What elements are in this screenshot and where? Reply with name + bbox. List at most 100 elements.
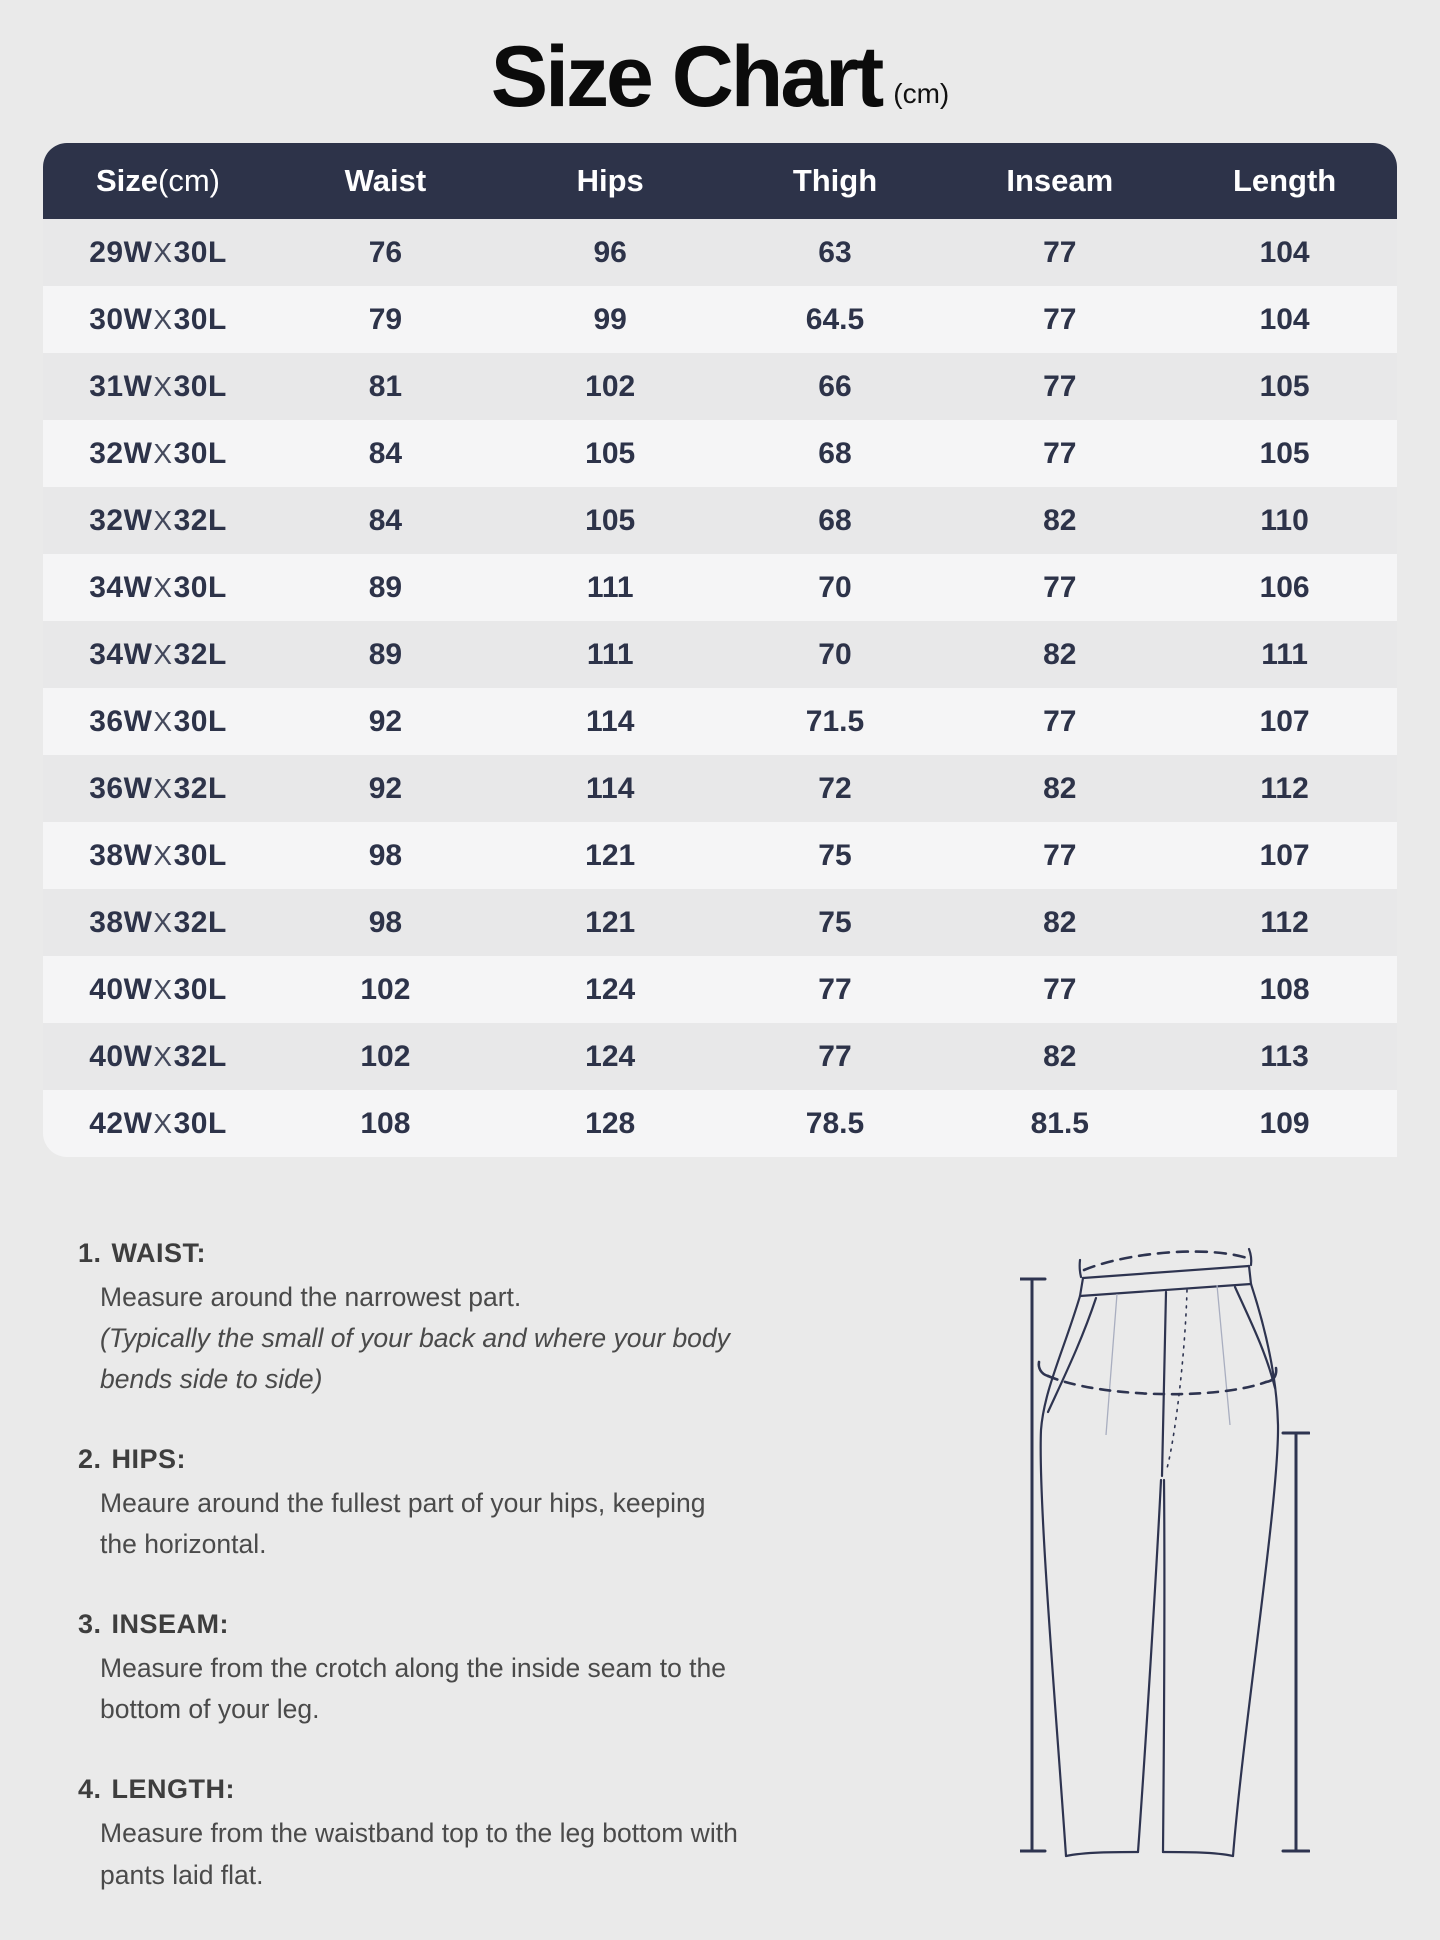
- table-row: 31W X 30L 81 102 66 77 105: [43, 353, 1397, 420]
- header-size: Size(cm): [43, 163, 273, 199]
- table-row: 29W X 30L 76 96 63 77 104: [43, 219, 1397, 286]
- table-row: 38W X 32L 98 121 75 82 112: [43, 889, 1397, 956]
- size-length-part: 32L: [173, 637, 227, 671]
- cell-hips: 114: [497, 755, 723, 822]
- size-length-part: 32L: [173, 905, 227, 939]
- guide-label: LENGTH:: [111, 1774, 236, 1805]
- cell-hips: 111: [497, 621, 723, 688]
- size-waist-part: 36W: [89, 771, 153, 805]
- guide-number: 3.: [78, 1609, 102, 1640]
- cell-waist: 89: [273, 621, 498, 688]
- table-body: 29W X 30L 76 96 63 77 104 30W X 30L 79 99 64…: [43, 219, 1397, 1157]
- guide-number: 2.: [78, 1444, 102, 1475]
- cell-thigh: 77: [722, 956, 948, 1023]
- size-separator: X: [153, 571, 173, 603]
- title-row: Size Chart (cm): [0, 34, 1440, 120]
- guide-block-waist: 1. WAIST: Measure around the narrowest pa…: [78, 1238, 778, 1400]
- cell-waist: 81: [273, 353, 498, 420]
- cell-hips: 99: [497, 286, 723, 353]
- cell-inseam: 82: [947, 755, 1173, 822]
- guide-text: Meaure around the fullest part of your h…: [100, 1488, 706, 1560]
- size-label: 38W X 30L: [43, 822, 273, 889]
- cell-thigh: 75: [722, 822, 948, 889]
- cell-length: 109: [1172, 1090, 1397, 1157]
- cell-hips: 111: [497, 554, 723, 621]
- cell-waist: 98: [273, 822, 498, 889]
- table-row: 40W X 30L 102 124 77 77 108: [43, 956, 1397, 1023]
- size-length-part: 32L: [173, 771, 227, 805]
- size-waist-part: 34W: [89, 637, 153, 671]
- cell-hips: 105: [497, 420, 723, 487]
- size-waist-part: 40W: [89, 1039, 153, 1073]
- table-row: 34W X 30L 89 111 70 77 106: [43, 554, 1397, 621]
- guide-label: HIPS:: [111, 1444, 187, 1475]
- cell-waist: 92: [273, 688, 498, 755]
- cell-waist: 108: [273, 1090, 498, 1157]
- size-label: 36W X 30L: [43, 688, 273, 755]
- size-waist-part: 38W: [89, 838, 153, 872]
- size-label: 38W X 32L: [43, 889, 273, 956]
- cell-hips: 114: [497, 688, 723, 755]
- size-label: 32W X 32L: [43, 487, 273, 554]
- cell-inseam: 77: [947, 956, 1173, 1023]
- guide-label: INSEAM:: [111, 1609, 230, 1640]
- hip-dashed-line: [1037, 1360, 1278, 1396]
- size-waist-part: 40W: [89, 972, 153, 1006]
- cell-length: 107: [1172, 688, 1397, 755]
- cell-thigh: 64.5: [722, 286, 948, 353]
- cell-thigh: 78.5: [722, 1090, 948, 1157]
- cell-inseam: 77: [947, 286, 1173, 353]
- cell-length: 112: [1172, 889, 1397, 956]
- cell-length: 104: [1172, 219, 1397, 286]
- cell-hips: 121: [497, 822, 723, 889]
- size-waist-part: 30W: [89, 302, 153, 336]
- guide-number: 4.: [78, 1774, 102, 1805]
- size-waist-part: 42W: [89, 1106, 153, 1140]
- cell-length: 110: [1172, 487, 1397, 554]
- size-table: Size(cm) Waist Hips Thigh Inseam Length …: [43, 143, 1397, 1157]
- cell-thigh: 63: [722, 219, 948, 286]
- size-length-part: 30L: [173, 972, 227, 1006]
- guide-note: (Typically the small of your back and wh…: [100, 1323, 730, 1395]
- header-size-note: (cm): [158, 163, 220, 198]
- cell-inseam: 77: [947, 420, 1173, 487]
- cell-length: 111: [1172, 621, 1397, 688]
- cell-length: 105: [1172, 353, 1397, 420]
- guide-text: Measure around the narrowest part.: [100, 1282, 522, 1312]
- size-waist-part: 29W: [89, 235, 153, 269]
- size-waist-part: 36W: [89, 704, 153, 738]
- cell-thigh: 68: [722, 420, 948, 487]
- cell-length: 105: [1172, 420, 1397, 487]
- cell-thigh: 71.5: [722, 688, 948, 755]
- size-length-part: 32L: [173, 503, 227, 537]
- header-length: Length: [1232, 163, 1337, 198]
- length-measure-line: [1020, 1277, 1047, 1853]
- cell-hips: 124: [497, 1023, 723, 1090]
- table-row: 32W X 30L 84 105 68 77 105: [43, 420, 1397, 487]
- cell-length: 104: [1172, 286, 1397, 353]
- cell-length: 106: [1172, 554, 1397, 621]
- guide-text: Measure from the waistband top to the le…: [100, 1818, 738, 1890]
- table-row: 34W X 32L 89 111 70 82 111: [43, 621, 1397, 688]
- size-label: 36W X 32L: [43, 755, 273, 822]
- fly-stitch-line: [1165, 1289, 1188, 1473]
- table-row: 36W X 30L 92 114 71.5 77 107: [43, 688, 1397, 755]
- size-separator: X: [153, 1107, 173, 1139]
- cell-thigh: 77: [722, 1023, 948, 1090]
- table-row: 30W X 30L 79 99 64.5 77 104: [43, 286, 1397, 353]
- size-separator: X: [153, 638, 173, 670]
- size-separator: X: [153, 437, 173, 469]
- cell-inseam: 77: [947, 688, 1173, 755]
- table-row: 38W X 30L 98 121 75 77 107: [43, 822, 1397, 889]
- size-separator: X: [153, 906, 173, 938]
- cell-waist: 79: [273, 286, 498, 353]
- table-row: 36W X 32L 92 114 72 82 112: [43, 755, 1397, 822]
- header-waist: Waist: [344, 163, 427, 198]
- cell-waist: 84: [273, 487, 498, 554]
- cell-thigh: 75: [722, 889, 948, 956]
- size-waist-part: 32W: [89, 503, 153, 537]
- table-row: 32W X 32L 84 105 68 82 110: [43, 487, 1397, 554]
- guide-block-length: 4. LENGTH: Measure from the waistband top…: [78, 1774, 778, 1895]
- cell-inseam: 77: [947, 219, 1173, 286]
